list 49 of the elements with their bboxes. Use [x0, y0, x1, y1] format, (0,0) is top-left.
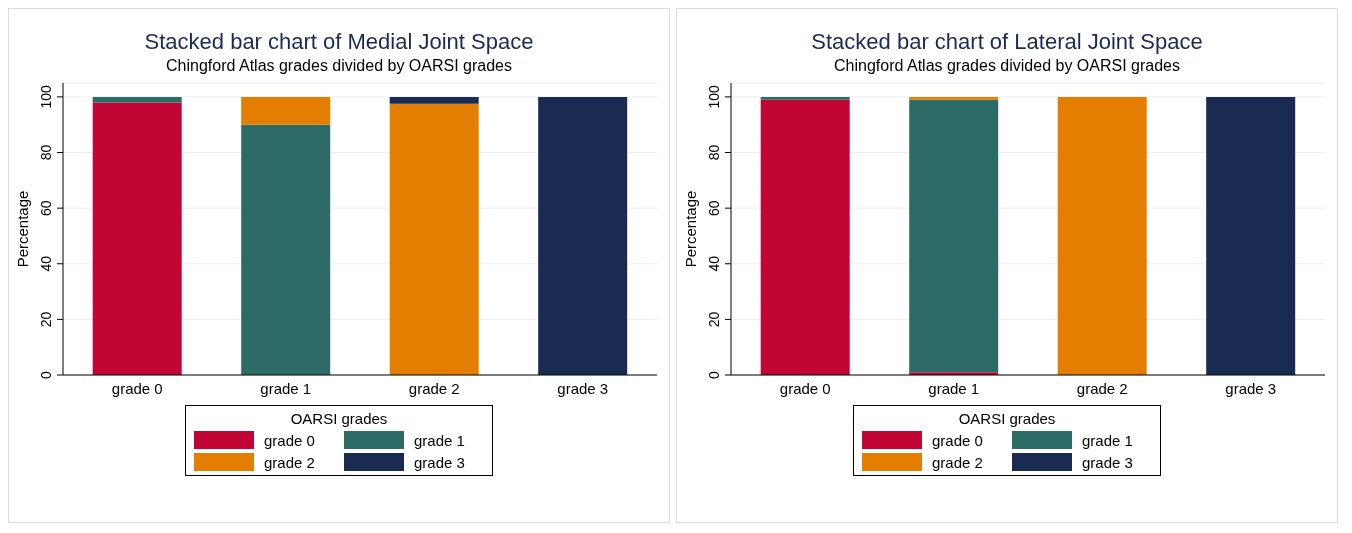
legend-title: OARSI grades [957, 410, 1057, 427]
y-tick-label: 40 [38, 255, 54, 272]
x-tick-label: grade 2 [408, 379, 460, 397]
y-tick-label: 40 [706, 255, 722, 272]
bar [760, 99, 850, 375]
y-axis-title: Percentage [682, 190, 700, 268]
x-tick-label: grade 3 [557, 379, 609, 397]
x-tick-label: grade 0 [111, 379, 163, 397]
y-tick-label: 0 [706, 370, 722, 379]
legend-label: grade 3 [414, 453, 466, 471]
chart-title: Stacked bar chart of Lateral Joint Space [810, 29, 1204, 55]
y-axis-title: Percentage [14, 190, 32, 268]
bar [1206, 96, 1296, 375]
bar [909, 99, 999, 373]
y-tick-label: 80 [706, 144, 722, 161]
bar [1057, 96, 1147, 375]
y-tick-label: 100 [706, 85, 722, 109]
x-tick-label: grade 3 [1225, 379, 1277, 397]
legend-label: grade 3 [1082, 453, 1134, 471]
chart-subtitle: Chingford Atlas grades divided by OARSI grades [833, 57, 1181, 75]
legend-label: grade 2 [932, 453, 984, 471]
legend-label: grade 0 [264, 431, 316, 449]
y-tick-label: 20 [706, 311, 722, 328]
y-tick-label: 80 [38, 144, 54, 161]
bar [241, 124, 331, 375]
x-tick-label: grade 0 [779, 379, 831, 397]
legend-label: grade 0 [932, 431, 984, 449]
bar [92, 96, 182, 103]
y-tick-label: 100 [38, 85, 54, 109]
bar [389, 103, 479, 375]
x-tick-label: grade 2 [1076, 379, 1128, 397]
legend-label: grade 2 [264, 453, 316, 471]
bar [241, 96, 331, 125]
legend-title: OARSI grades [289, 410, 389, 427]
y-tick-label: 60 [38, 200, 54, 216]
bar [760, 96, 850, 100]
y-tick-label: 0 [38, 370, 54, 379]
bar [538, 96, 628, 375]
chart-subtitle: Chingford Atlas grades divided by OARSI grades [165, 57, 513, 75]
bar [92, 102, 182, 375]
bar [909, 96, 999, 100]
legend-label: grade 1 [414, 431, 466, 449]
x-tick-label: grade 1 [928, 379, 980, 397]
legend-label: grade 1 [1082, 431, 1134, 449]
y-tick-label: 60 [706, 200, 722, 216]
y-tick-label: 20 [38, 311, 54, 328]
chart-title: Stacked bar chart of Medial Joint Space [143, 29, 535, 55]
x-tick-label: grade 1 [260, 379, 312, 397]
bar [389, 96, 479, 104]
